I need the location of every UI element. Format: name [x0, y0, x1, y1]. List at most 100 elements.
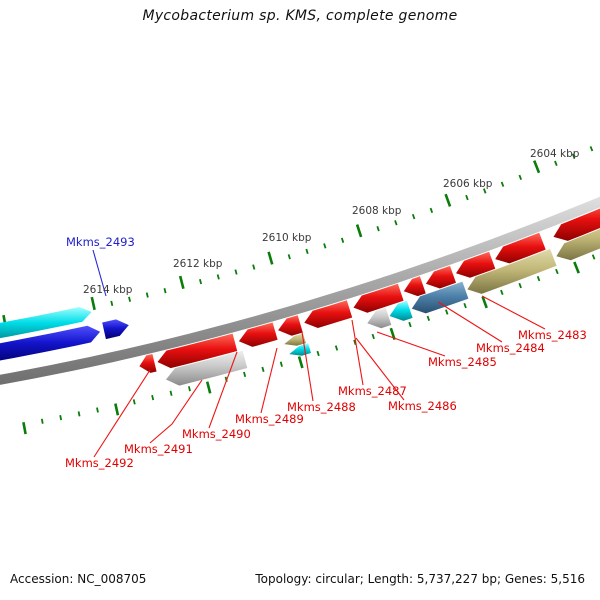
- gene-arrow-mkms_2486[interactable]: [367, 307, 392, 329]
- page-title: Mycobacterium sp. KMS, complete genome: [142, 8, 458, 24]
- major-tick: [444, 193, 452, 207]
- gene-arrow-mkms_2485[interactable]: [389, 300, 413, 321]
- minor-tick-inner: [555, 268, 559, 275]
- major-tick: [90, 296, 96, 311]
- minor-tick: [465, 194, 469, 201]
- gene-label[interactable]: Mkms_2487: [338, 384, 407, 398]
- gene-arrow[interactable]: [0, 325, 101, 364]
- backbone-arc: [0, 196, 600, 385]
- minor-tick-inner: [40, 418, 44, 424]
- gene-arrow-mkms_2490[interactable]: [238, 322, 278, 347]
- minor-tick-inner: [536, 275, 541, 282]
- minor-tick: [429, 207, 434, 214]
- major-tick-inner: [205, 381, 212, 394]
- gene-arrow-mkms_2488[interactable]: [304, 300, 353, 328]
- minor-tick-inner: [151, 394, 155, 401]
- gene-arrow[interactable]: [556, 218, 600, 261]
- gene-arrow-mkms_2489[interactable]: [278, 315, 303, 336]
- ruler-label: 2608 kbp: [352, 205, 402, 217]
- major-tick: [355, 224, 363, 238]
- minor-tick-inner: [261, 366, 265, 373]
- leader-line: [149, 379, 203, 444]
- gene-arrow[interactable]: [284, 333, 306, 346]
- gene-arrow-mkms_2492[interactable]: [157, 333, 238, 369]
- gene-label[interactable]: Mkms_2489: [235, 412, 304, 426]
- minor-tick-inner: [463, 302, 467, 309]
- minor-tick: [216, 274, 220, 280]
- leader-line: [351, 319, 364, 386]
- leader-line: [92, 249, 107, 297]
- gene-label[interactable]: Mkms_2492: [65, 456, 134, 470]
- minor-tick-inner: [59, 414, 63, 421]
- minor-tick-inner: [334, 345, 339, 351]
- backbone-tube: [0, 196, 600, 385]
- minor-tick: [305, 248, 309, 255]
- gene-label[interactable]: Mkms_2486: [388, 399, 457, 413]
- leader-line: [208, 351, 238, 429]
- gene-arrow[interactable]: [289, 343, 311, 356]
- major-tick-inner: [481, 296, 488, 309]
- ruler-label: 2606 kbp: [443, 178, 493, 190]
- minor-tick: [500, 181, 505, 187]
- minor-tick-inner: [316, 350, 320, 357]
- minor-tick-inner: [591, 254, 596, 260]
- gene-arrows: [0, 201, 600, 386]
- gene-labels: Mkms_2483Mkms_2484Mkms_2485Mkms_2486Mkms…: [65, 235, 587, 470]
- major-tick-inner: [573, 261, 580, 274]
- gene-arrow[interactable]: [456, 251, 496, 278]
- minor-tick: [394, 220, 398, 226]
- gene-arrow[interactable]: [425, 265, 456, 289]
- minor-tick-inner: [408, 321, 412, 328]
- gene-label[interactable]: Mkms_2493: [66, 235, 135, 249]
- minor-tick: [411, 213, 416, 220]
- gene-arrow-mkms_2493[interactable]: [102, 319, 129, 340]
- gene-arrow[interactable]: [139, 354, 157, 373]
- major-tick: [533, 160, 541, 174]
- gene-label[interactable]: Mkms_2488: [287, 400, 356, 414]
- minor-tick-inner: [169, 390, 173, 396]
- gene-arrow-mkms_2491[interactable]: [166, 350, 248, 386]
- minor-tick: [323, 243, 327, 249]
- gene-arrow[interactable]: [403, 276, 426, 297]
- minor-tick: [376, 226, 380, 232]
- gene-arrow-mkms_2487[interactable]: [353, 283, 404, 313]
- gene-label[interactable]: Mkms_2484: [476, 341, 545, 355]
- gene-arrow-mkms_2484[interactable]: [411, 281, 469, 314]
- minor-tick: [199, 278, 203, 285]
- minor-tick: [571, 153, 576, 159]
- gene-arrow-mkms_2483[interactable]: [467, 249, 557, 294]
- gene-label[interactable]: Mkms_2491: [124, 442, 193, 456]
- minor-tick: [252, 264, 256, 270]
- gene-arrow[interactable]: [495, 232, 546, 264]
- gene-label[interactable]: Mkms_2485: [428, 355, 497, 369]
- gene-label[interactable]: Mkms_2490: [182, 427, 251, 441]
- minor-tick-inner: [426, 315, 431, 322]
- ruler-ticks: [2, 146, 596, 435]
- minor-tick: [554, 160, 558, 166]
- minor-tick-inner: [243, 371, 247, 378]
- ruler-label: 2610 kbp: [262, 232, 312, 244]
- gene-arrow[interactable]: [553, 201, 600, 241]
- minor-tick-inner: [518, 282, 522, 289]
- minor-tick-inner: [445, 309, 449, 315]
- minor-tick-inner: [187, 386, 191, 392]
- minor-tick: [145, 292, 149, 298]
- leader-line: [260, 347, 278, 414]
- minor-tick-inner: [77, 411, 81, 417]
- ruler-label: 2604 kbp: [530, 148, 580, 160]
- major-tick-inner: [297, 356, 304, 369]
- ruler-label: 2614 kbp: [83, 284, 133, 296]
- footer-stats: Topology: circular; Length: 5,737,227 bp…: [255, 572, 585, 586]
- leader-line: [437, 301, 503, 343]
- minor-tick-inner: [500, 289, 504, 296]
- gene-label[interactable]: Mkms_2483: [518, 328, 587, 342]
- footer-accession: Accession: NC_008705: [10, 572, 147, 586]
- major-tick: [178, 275, 185, 289]
- gene-arrow[interactable]: [0, 307, 92, 342]
- ruler-labels: 2614 kbp 2612 kbp 2610 kbp 2608 kbp 2606 kbp…: [83, 148, 580, 296]
- minor-tick: [518, 174, 523, 181]
- minor-tick: [287, 254, 291, 260]
- minor-tick: [163, 288, 167, 294]
- major-tick-inner: [114, 403, 120, 416]
